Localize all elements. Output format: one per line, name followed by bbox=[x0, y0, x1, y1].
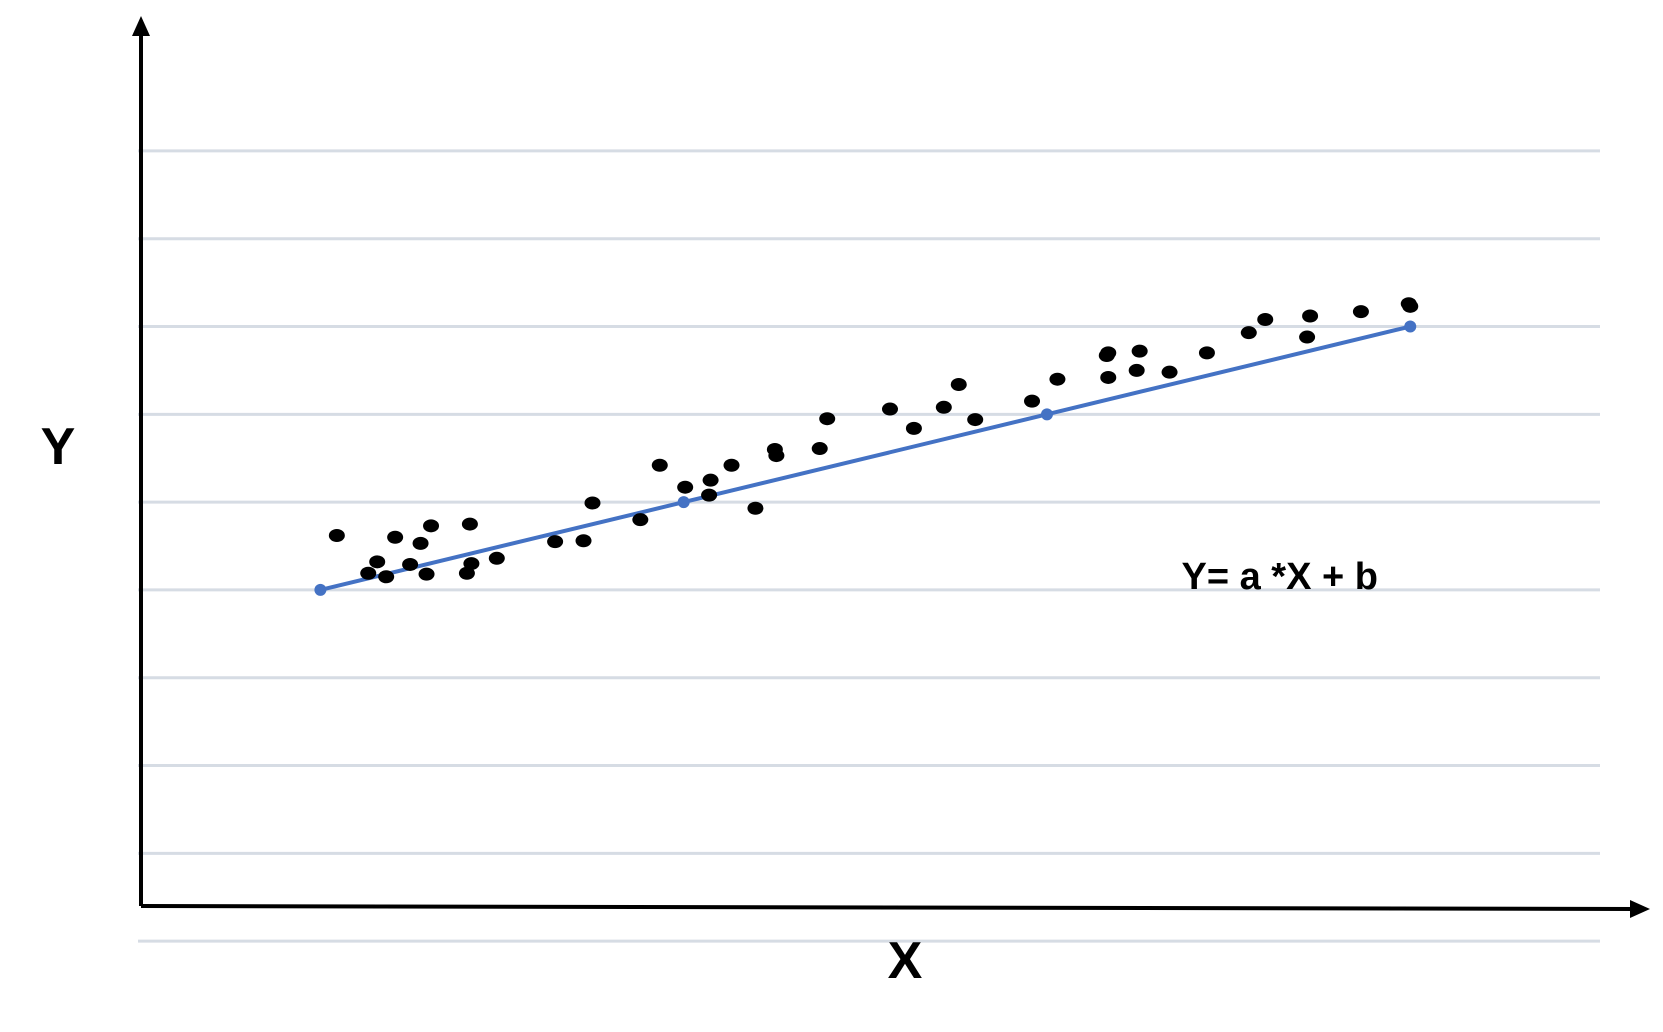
data-point bbox=[1352, 305, 1369, 319]
data-point bbox=[677, 480, 694, 494]
data-point bbox=[701, 488, 718, 502]
regression-line bbox=[319, 324, 1411, 592]
data-point bbox=[651, 458, 668, 472]
data-point bbox=[967, 413, 984, 427]
y-axis-title: Y bbox=[41, 418, 76, 476]
data-point bbox=[905, 421, 922, 435]
x-axis-arrow bbox=[1630, 900, 1650, 918]
data-point bbox=[547, 535, 564, 549]
data-point bbox=[1049, 372, 1066, 386]
regression-line-layer bbox=[314, 320, 1417, 596]
data-point bbox=[369, 555, 386, 569]
data-point bbox=[1302, 309, 1319, 323]
data-point bbox=[747, 501, 764, 515]
x-axis-title: X bbox=[888, 932, 923, 990]
y-axis-arrow bbox=[132, 16, 150, 36]
data-point bbox=[378, 570, 395, 584]
data-point bbox=[328, 528, 345, 542]
data-point bbox=[811, 442, 828, 456]
data-point bbox=[1299, 330, 1316, 344]
data-point bbox=[1100, 346, 1117, 360]
axes bbox=[132, 16, 1650, 918]
data-point bbox=[1161, 365, 1178, 379]
data-point bbox=[423, 519, 440, 533]
data-point bbox=[1100, 370, 1117, 384]
regression-line-marker bbox=[1040, 408, 1053, 421]
data-point bbox=[723, 458, 740, 472]
regression-line-marker bbox=[1404, 320, 1417, 333]
data-point bbox=[702, 473, 719, 487]
data-point bbox=[463, 557, 480, 571]
data-point bbox=[950, 377, 967, 391]
equation-annotation: Y= a *X + b bbox=[1182, 556, 1378, 598]
scatter-points bbox=[328, 297, 1419, 584]
data-point bbox=[360, 566, 377, 580]
data-point bbox=[1402, 299, 1419, 313]
data-point bbox=[881, 402, 898, 416]
regression-line-marker bbox=[677, 496, 690, 509]
x-axis-line bbox=[140, 904, 1637, 911]
data-point bbox=[1128, 363, 1145, 377]
data-point bbox=[1240, 326, 1257, 340]
data-point bbox=[412, 536, 429, 550]
data-point bbox=[1257, 312, 1274, 326]
data-point bbox=[632, 513, 649, 527]
data-point bbox=[1024, 394, 1041, 408]
data-point bbox=[1198, 346, 1215, 360]
data-point bbox=[768, 449, 785, 463]
data-point bbox=[935, 400, 952, 414]
data-point bbox=[461, 517, 478, 531]
data-point bbox=[402, 557, 419, 571]
regression-line-marker bbox=[314, 583, 327, 596]
data-point bbox=[488, 551, 505, 565]
data-point bbox=[584, 496, 601, 510]
data-point bbox=[819, 412, 836, 426]
data-point bbox=[387, 530, 404, 544]
gridlines bbox=[138, 149, 1600, 943]
data-point bbox=[1131, 344, 1148, 358]
data-point bbox=[418, 567, 435, 581]
data-point bbox=[575, 534, 592, 548]
